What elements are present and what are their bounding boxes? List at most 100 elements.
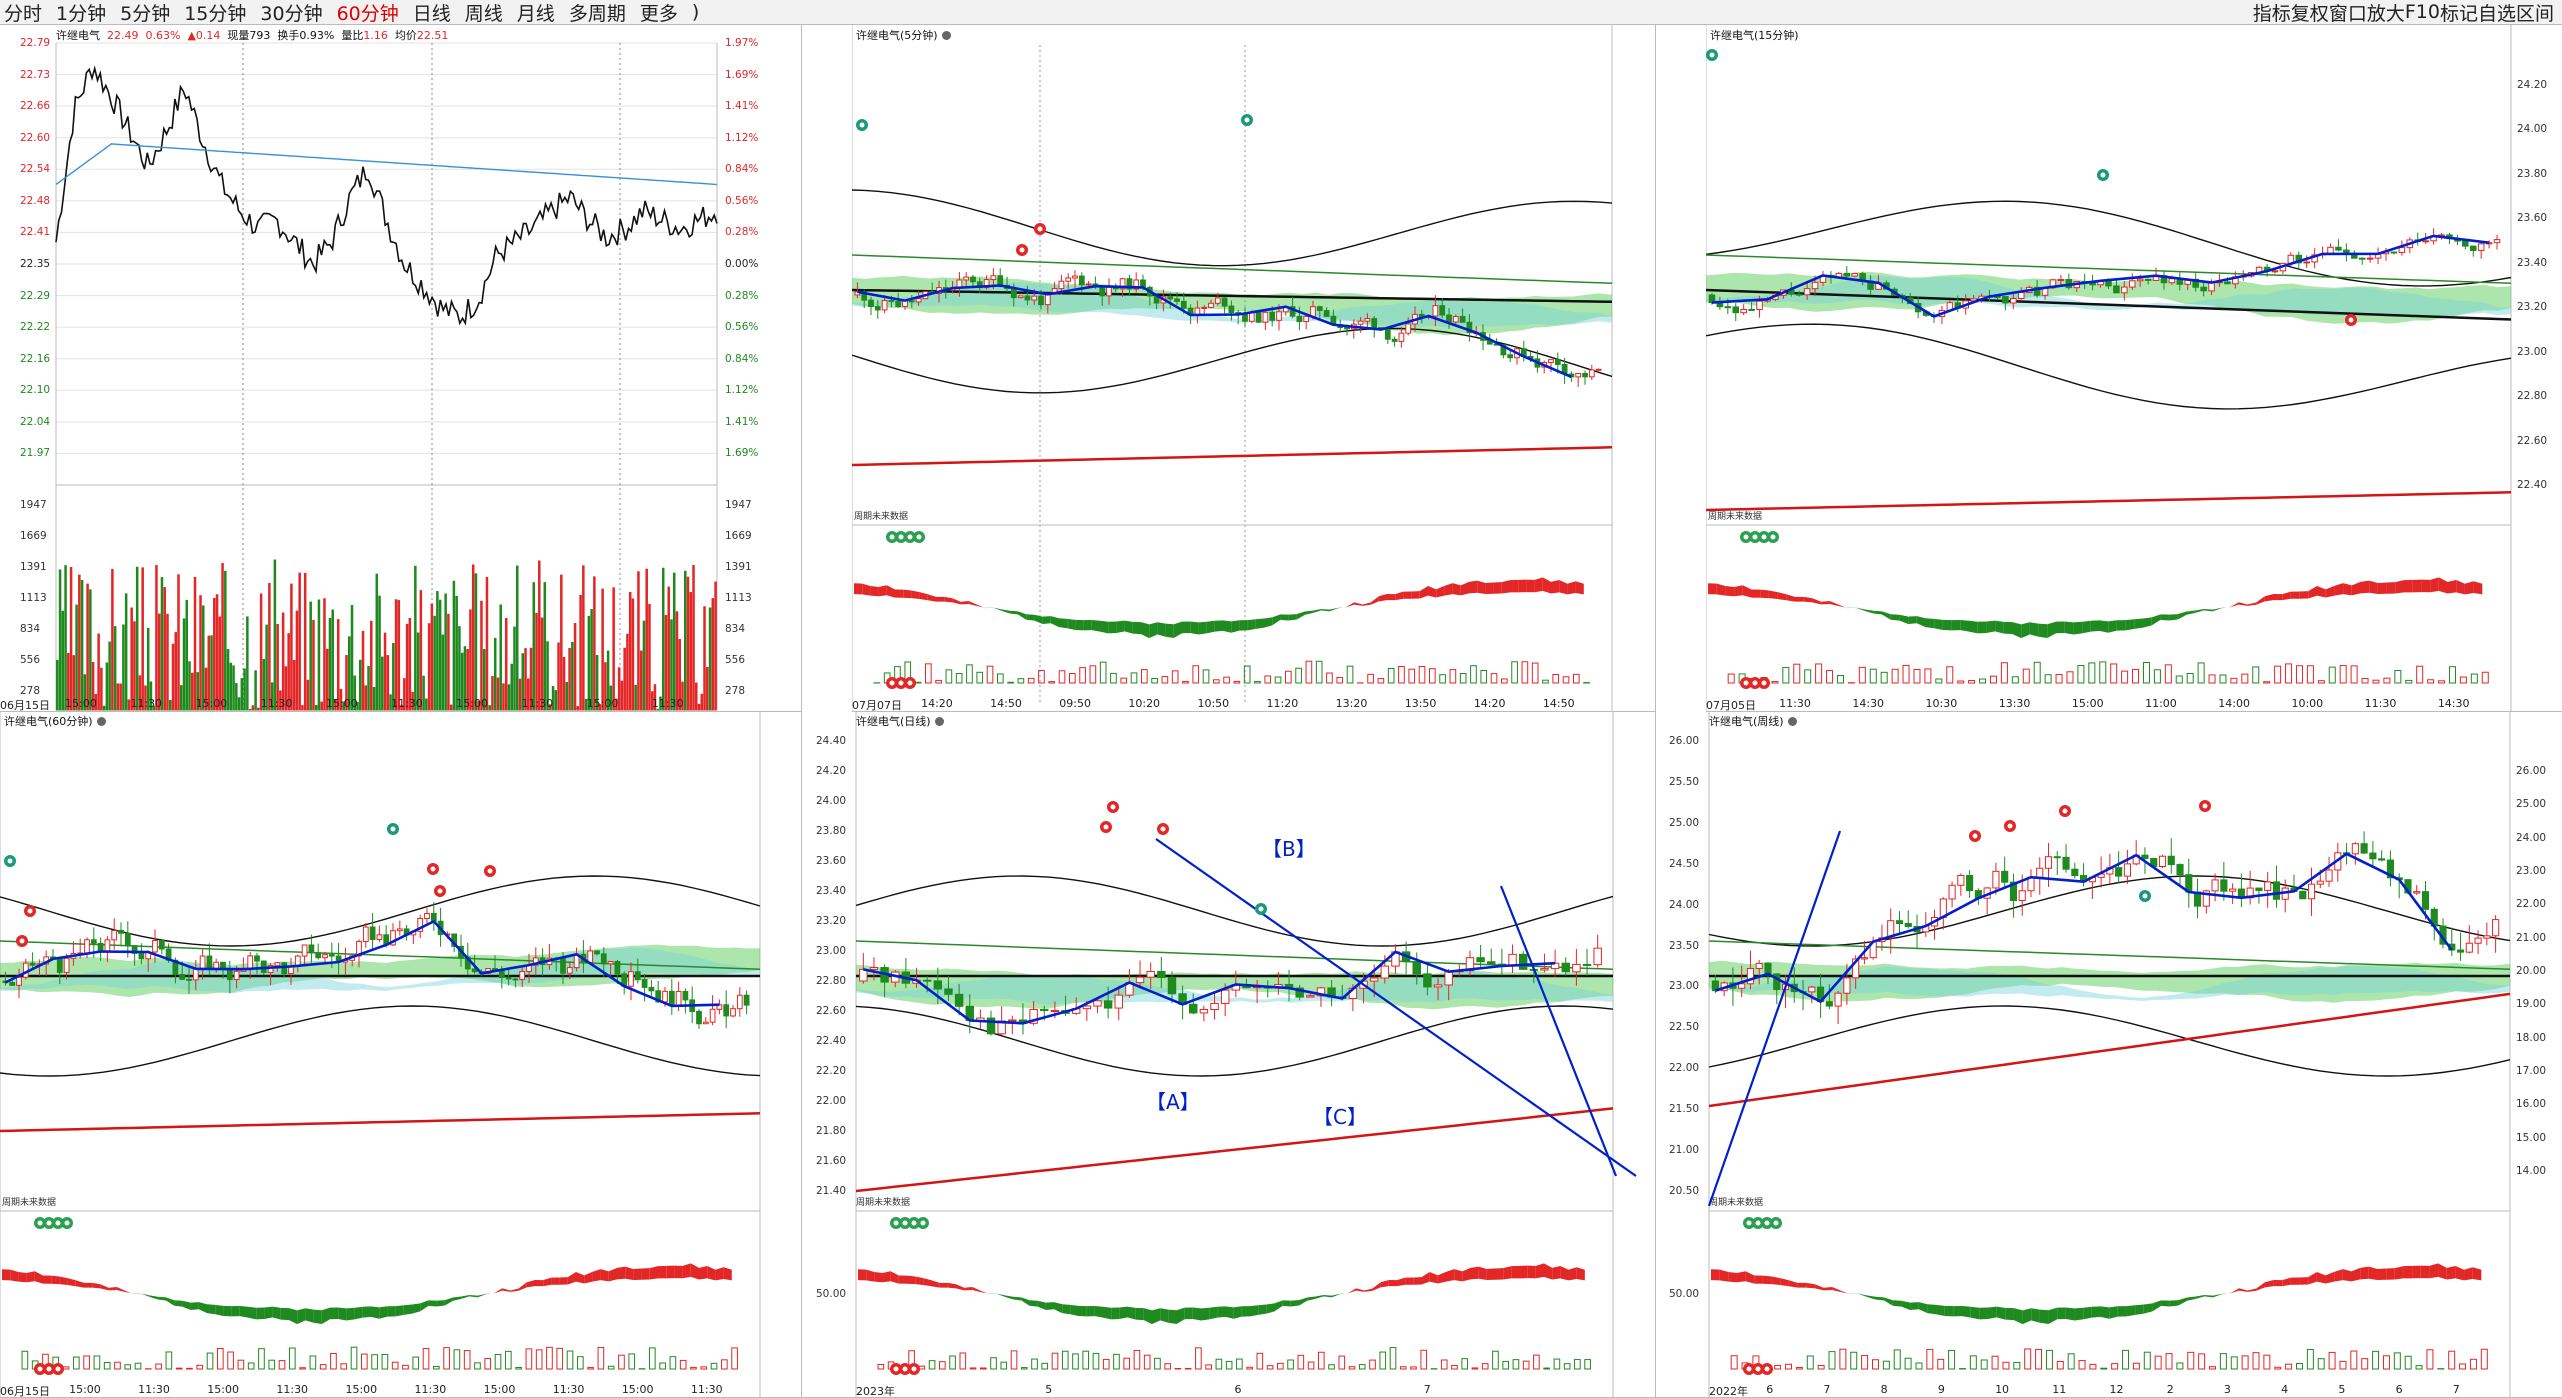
macd-ribbon bbox=[1995, 621, 2004, 634]
volume-bar bbox=[382, 657, 384, 710]
osc-bar bbox=[711, 1363, 717, 1369]
toolbar-btn-0[interactable]: 指标 bbox=[2253, 0, 2291, 26]
kline-15min-panel[interactable]: 许继电气(15分钟) 周期未来数据 50.0023.8023.7023.6023… bbox=[1706, 25, 2562, 712]
toolbar-btn-3[interactable]: 放大 bbox=[2367, 0, 2405, 26]
macd-ribbon bbox=[1315, 1295, 1323, 1299]
toolbar-btn-2[interactable]: 窗口 bbox=[2329, 0, 2367, 26]
kline-candle bbox=[2370, 853, 2376, 859]
sub-axis-50: 50.00 bbox=[816, 1288, 846, 1300]
osc-bar bbox=[505, 1351, 511, 1369]
macd-ribbon bbox=[2178, 612, 2187, 620]
macd-ribbon bbox=[1305, 610, 1313, 614]
osc-bar bbox=[73, 1357, 79, 1369]
kline-candle bbox=[2002, 871, 2008, 882]
macd-ribbon bbox=[997, 1294, 1005, 1297]
osc-bar bbox=[1185, 1368, 1191, 1369]
sell-signal-icon-center bbox=[28, 909, 33, 914]
kline-candle bbox=[1317, 307, 1322, 311]
macd-ribbon bbox=[1856, 608, 1865, 611]
period-tab-2[interactable]: 5分钟 bbox=[120, 0, 170, 26]
toolbar-btn-7[interactable]: 区间 bbox=[2516, 0, 2554, 26]
price-tick-5: 23.40 bbox=[816, 885, 846, 897]
buy-signal-icon-center bbox=[1245, 118, 1250, 123]
osc-bar bbox=[557, 1348, 563, 1369]
macd-ribbon bbox=[256, 1308, 264, 1320]
period-tab-6[interactable]: 日线 bbox=[413, 0, 451, 26]
osc-bar bbox=[1829, 1352, 1835, 1369]
kline-candle bbox=[1562, 963, 1569, 972]
period-tab-4[interactable]: 30分钟 bbox=[260, 0, 322, 26]
macd-ribbon bbox=[1160, 1308, 1168, 1322]
period-tab-10[interactable]: 更多 bbox=[640, 0, 678, 26]
osc-bar bbox=[2220, 1354, 2226, 1369]
macd-ribbon bbox=[2049, 1308, 2058, 1324]
volume-bar bbox=[456, 596, 458, 710]
osc-bar bbox=[2264, 682, 2270, 683]
macd-ribbon bbox=[1569, 1267, 1577, 1280]
kline-candle bbox=[2063, 857, 2069, 869]
macd-ribbon bbox=[2317, 586, 2326, 597]
period-tab-9[interactable]: 多周期 bbox=[569, 0, 626, 26]
osc-bar bbox=[970, 1368, 976, 1369]
macd-ribbon bbox=[2073, 622, 2082, 635]
kline-candle bbox=[2212, 880, 2218, 891]
macd-ribbon bbox=[1201, 1308, 1209, 1321]
macd-ribbon bbox=[2101, 1306, 2110, 1318]
osc-bar bbox=[1563, 677, 1569, 683]
intraday-panel[interactable]: 许继电气 22.49 0.63% ▲0.14 现量793 换手0.93% 量比1… bbox=[0, 25, 802, 712]
kline-candle bbox=[30, 963, 35, 965]
period-tab-7[interactable]: 周线 bbox=[465, 0, 503, 26]
macd-ribbon bbox=[2161, 1300, 2170, 1306]
period-tab-0[interactable]: 分时 bbox=[4, 0, 42, 26]
osc-bar bbox=[2318, 681, 2324, 683]
toolbar-btn-4[interactable]: F10 bbox=[2405, 1, 2440, 23]
osc-bar bbox=[382, 1355, 388, 1369]
pct-tick-3: 1.12% bbox=[725, 132, 758, 144]
macd-ribbon bbox=[2056, 621, 2065, 633]
x-label-3: 7 bbox=[1424, 1383, 1431, 1396]
osc-bar bbox=[413, 1357, 419, 1369]
volume-bar bbox=[696, 683, 698, 710]
macd-ribbon bbox=[2213, 1294, 2222, 1298]
osc-bar bbox=[2384, 678, 2390, 683]
macd-ribbon bbox=[1576, 581, 1584, 594]
kline-candle bbox=[2414, 892, 2420, 893]
toolbar-btn-6[interactable]: 自选 bbox=[2478, 0, 2516, 26]
macd-ribbon bbox=[510, 1289, 518, 1292]
period-tab-5[interactable]: 60分钟 bbox=[337, 0, 399, 26]
osc-bar bbox=[269, 1360, 275, 1369]
period-tab-1[interactable]: 1分钟 bbox=[56, 0, 106, 26]
volume-bar bbox=[216, 595, 218, 710]
macd-ribbon bbox=[1873, 611, 1882, 615]
volume-bar bbox=[434, 616, 436, 710]
volume-bar bbox=[665, 616, 667, 710]
osc-bar bbox=[2036, 1349, 2042, 1369]
kline-candle bbox=[2116, 868, 2122, 877]
intraday-x-label-10: 11:30 bbox=[652, 697, 684, 710]
toolbar-btn-1[interactable]: 复权 bbox=[2291, 0, 2329, 26]
period-tab-3[interactable]: 15分钟 bbox=[184, 0, 246, 26]
vol-tick-r-4: 834 bbox=[725, 623, 745, 635]
macd-ribbon bbox=[2004, 622, 2013, 634]
macd-ribbon bbox=[2256, 1282, 2265, 1290]
osc-bar bbox=[1298, 1355, 1304, 1369]
macd-ribbon bbox=[952, 598, 960, 604]
volume-bar bbox=[304, 573, 306, 710]
period-tab-8[interactable]: 月线 bbox=[517, 0, 555, 26]
volume-bar bbox=[643, 621, 645, 710]
x-label-0: 07月07日 bbox=[852, 697, 902, 712]
macd-ribbon bbox=[2221, 607, 2230, 608]
macd-ribbon bbox=[51, 1276, 59, 1284]
volume-bar bbox=[583, 566, 585, 710]
pct-tick-10: 0.84% bbox=[725, 353, 758, 365]
kline-candle bbox=[1757, 301, 1763, 309]
x-label-6: 11:20 bbox=[1267, 697, 1299, 710]
macd-ribbon bbox=[2065, 621, 2074, 634]
toolbar-btn-5[interactable]: 标记 bbox=[2440, 0, 2478, 26]
price-tick-6: 22.41 bbox=[20, 226, 50, 238]
osc-bar bbox=[1471, 666, 1477, 683]
